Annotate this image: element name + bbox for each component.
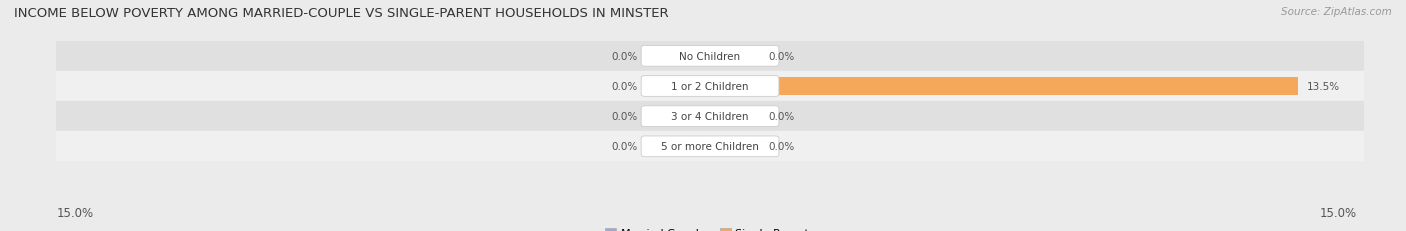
Bar [56,72,1364,102]
Bar [658,107,710,126]
Text: 15.0%: 15.0% [1320,207,1357,219]
FancyBboxPatch shape [641,46,779,67]
FancyBboxPatch shape [641,136,779,157]
FancyBboxPatch shape [641,76,779,97]
Text: INCOME BELOW POVERTY AMONG MARRIED-COUPLE VS SINGLE-PARENT HOUSEHOLDS IN MINSTER: INCOME BELOW POVERTY AMONG MARRIED-COUPL… [14,7,669,20]
Bar [658,47,710,66]
Text: 15.0%: 15.0% [56,207,93,219]
Bar [710,77,1298,96]
Text: 0.0%: 0.0% [612,52,638,62]
Text: 0.0%: 0.0% [769,112,796,122]
Text: No Children: No Children [679,52,741,62]
Text: Source: ZipAtlas.com: Source: ZipAtlas.com [1281,7,1392,17]
Text: 0.0%: 0.0% [612,112,638,122]
Bar [658,77,710,96]
Text: 3 or 4 Children: 3 or 4 Children [671,112,749,122]
Text: 0.0%: 0.0% [612,142,638,152]
Text: 5 or more Children: 5 or more Children [661,142,759,152]
Bar [710,107,762,126]
Text: 13.5%: 13.5% [1308,82,1340,92]
FancyBboxPatch shape [641,106,779,127]
Bar [658,137,710,156]
Bar [710,47,762,66]
Text: 0.0%: 0.0% [612,82,638,92]
Text: 0.0%: 0.0% [769,52,796,62]
Bar [56,102,1364,132]
Text: 1 or 2 Children: 1 or 2 Children [671,82,749,92]
Bar [56,42,1364,72]
Bar [710,137,762,156]
Bar [56,132,1364,162]
Legend: Married Couples, Single Parents: Married Couples, Single Parents [600,223,820,231]
Text: 0.0%: 0.0% [769,142,796,152]
